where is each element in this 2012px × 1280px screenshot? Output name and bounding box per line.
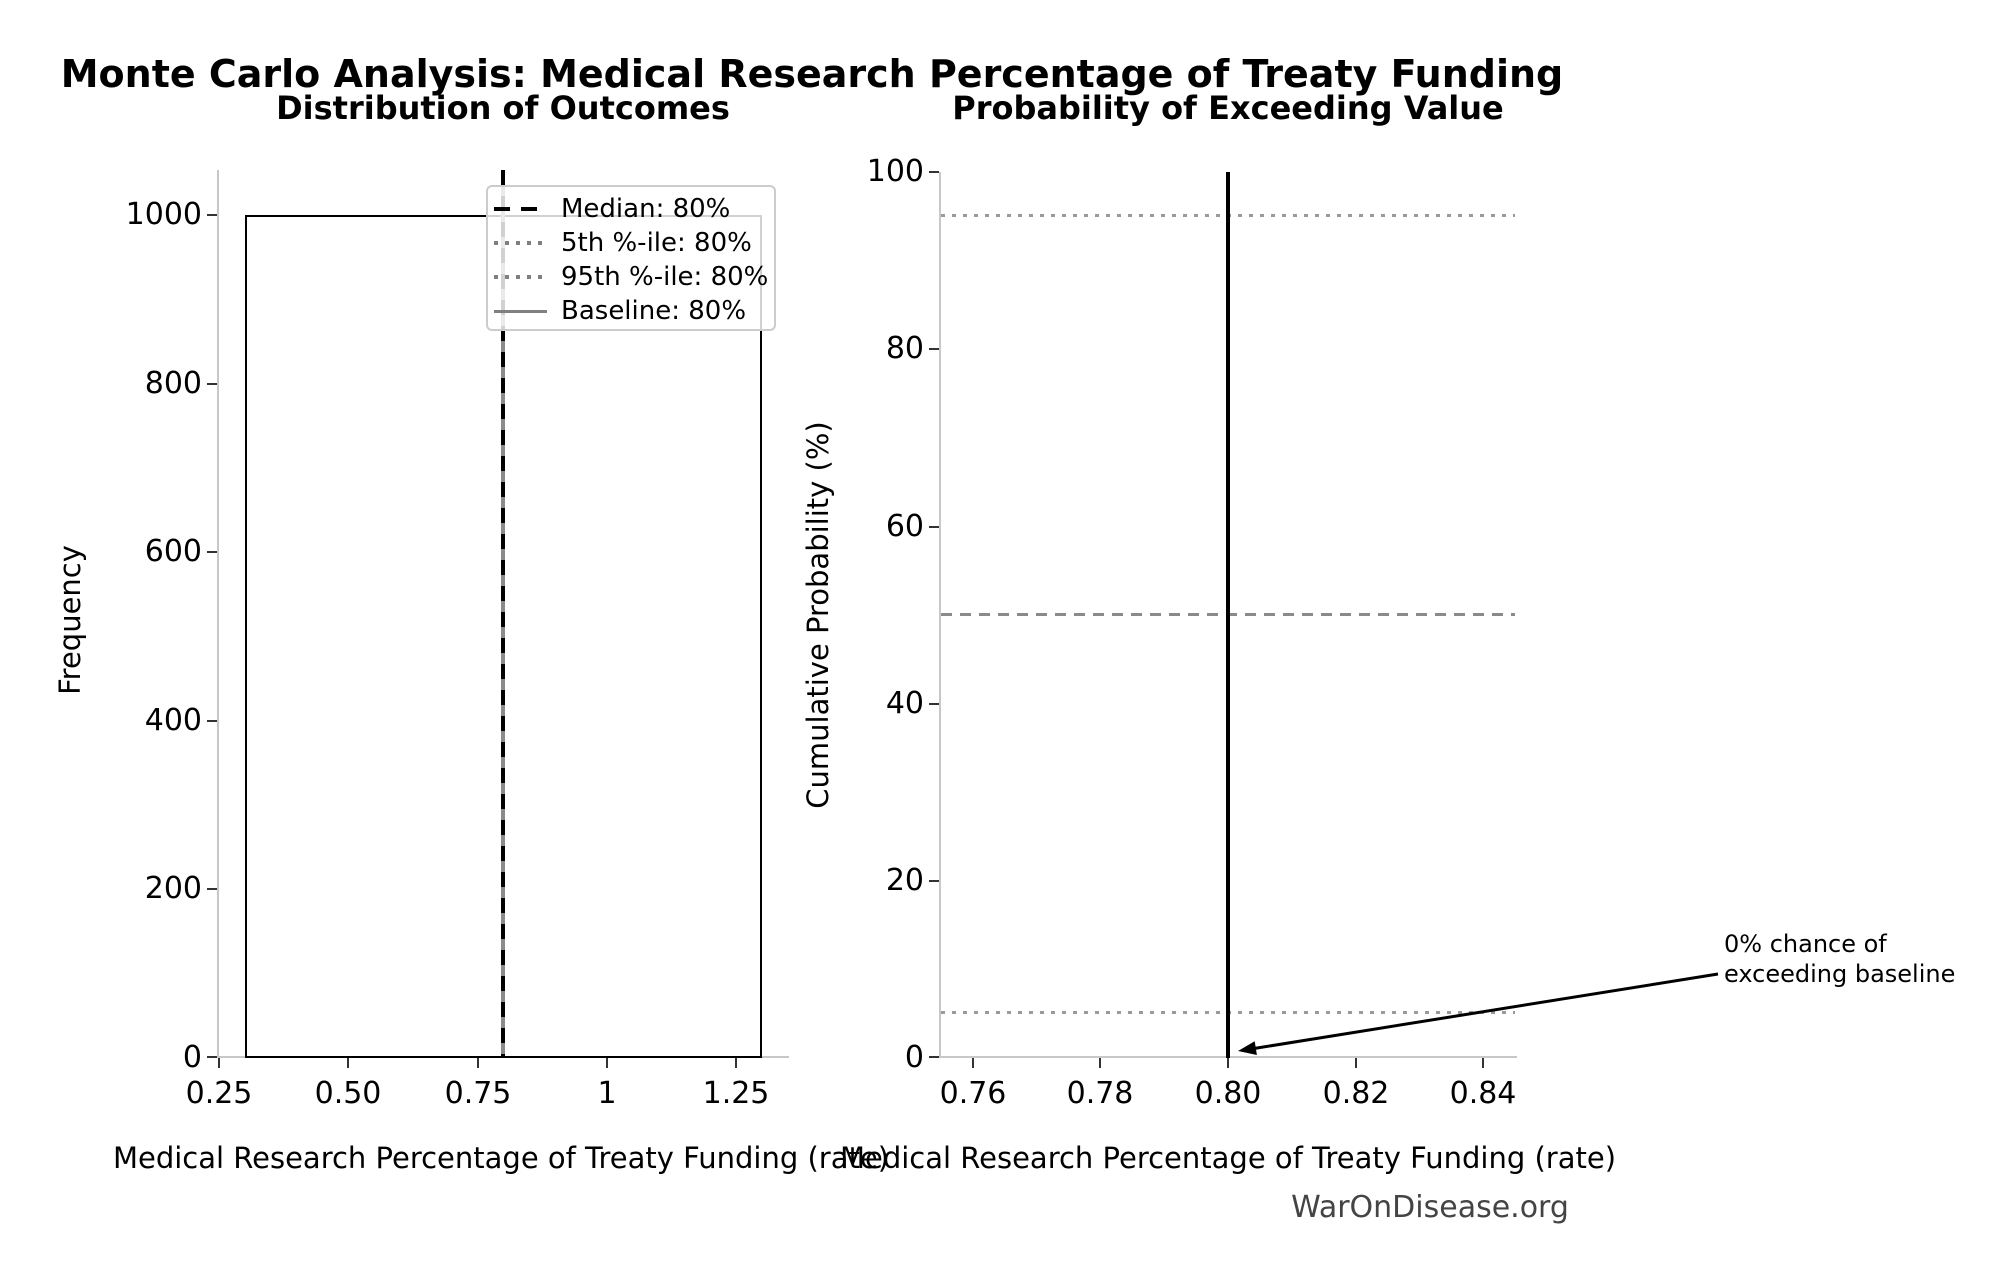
legend-label: Median: 80% <box>561 194 731 224</box>
y-tick <box>929 1056 939 1058</box>
y-tick <box>207 551 217 553</box>
percentile95-line-sample-icon <box>494 275 547 279</box>
y-tick-label: 1000 <box>125 197 202 232</box>
x-tick <box>972 1058 974 1068</box>
right-chart-y-spine <box>939 172 941 1058</box>
y-tick <box>929 348 939 350</box>
x-tick <box>477 1058 479 1068</box>
legend-label: 95th %-ile: 80% <box>561 262 769 292</box>
x-tick-label: 1 <box>597 1076 617 1111</box>
y-tick <box>929 526 939 528</box>
exceedance-step-line <box>1226 172 1230 1058</box>
y-tick <box>207 888 217 890</box>
y-tick-label: 100 <box>866 154 924 189</box>
x-tick <box>1099 1058 1101 1068</box>
x-tick-label: 0.76 <box>939 1076 1007 1111</box>
y-tick <box>207 383 217 385</box>
right-chart-x-axis-label: Medical Research Percentage of Treaty Fu… <box>839 1141 1617 1175</box>
x-tick <box>1482 1058 1484 1068</box>
right-chart-title: Probability of Exceeding Value <box>952 89 1504 127</box>
legend-row-95th-percentile: 95th %-ile: 80% <box>494 260 768 294</box>
footer-watermark: WarOnDisease.org <box>1291 1190 1569 1225</box>
x-tick-label: 0.80 <box>1194 1076 1262 1111</box>
legend-row-baseline: Baseline: 80% <box>494 294 768 328</box>
x-tick <box>735 1058 737 1068</box>
y-tick-label: 20 <box>885 863 924 898</box>
x-tick <box>606 1058 608 1068</box>
legend-label: 5th %-ile: 80% <box>561 228 752 258</box>
y-tick-label: 80 <box>885 331 924 366</box>
legend: Median: 80% 5th %-ile: 80% 95th %-ile: 8… <box>486 185 776 331</box>
y-tick-label: 200 <box>144 871 202 906</box>
x-tick-label: 1.25 <box>702 1076 770 1111</box>
legend-row-5th-percentile: 5th %-ile: 80% <box>494 226 768 260</box>
x-tick-label: 0.84 <box>1449 1076 1517 1111</box>
y-tick <box>207 214 217 216</box>
left-chart-y-spine <box>217 170 219 1058</box>
right-chart-y-axis-label: Cumulative Probability (%) <box>801 421 835 809</box>
annotation-text: 0% chance of exceeding baseline <box>1724 930 1956 988</box>
x-tick-label: 0.50 <box>314 1076 382 1111</box>
percentile5-line-sample-icon <box>494 241 547 245</box>
x-tick-label: 0.25 <box>185 1076 253 1111</box>
x-tick-label: 0.78 <box>1066 1076 1134 1111</box>
legend-row-median: Median: 80% <box>494 192 768 226</box>
y-tick <box>207 720 217 722</box>
left-chart-title: Distribution of Outcomes <box>276 89 730 127</box>
y-tick-label: 0 <box>182 1040 202 1075</box>
figure-title: Monte Carlo Analysis: Medical Research P… <box>60 52 1564 96</box>
x-tick-label: 0.82 <box>1322 1076 1390 1111</box>
y-tick-label: 800 <box>144 366 202 401</box>
y-tick <box>929 171 939 173</box>
left-chart-x-axis-label: Medical Research Percentage of Treaty Fu… <box>112 1141 890 1175</box>
median-percentile-baseline-vline <box>501 170 505 1058</box>
x-tick <box>1227 1058 1229 1068</box>
baseline-line-sample-icon <box>494 309 547 313</box>
x-tick-label: 0.75 <box>444 1076 512 1111</box>
y-tick <box>929 880 939 882</box>
y-tick-label: 400 <box>144 703 202 738</box>
y-tick <box>929 703 939 705</box>
legend-label: Baseline: 80% <box>561 296 747 326</box>
y-tick-label: 60 <box>885 509 924 544</box>
x-tick <box>1355 1058 1357 1068</box>
y-tick-label: 40 <box>885 686 924 721</box>
median-line-sample-icon <box>494 207 547 211</box>
y-tick-label: 600 <box>144 534 202 569</box>
x-tick <box>347 1058 349 1068</box>
x-tick <box>218 1058 220 1068</box>
y-tick <box>207 1056 217 1058</box>
left-chart-y-axis-label: Frequency <box>53 545 87 695</box>
y-tick-label: 0 <box>904 1040 924 1075</box>
